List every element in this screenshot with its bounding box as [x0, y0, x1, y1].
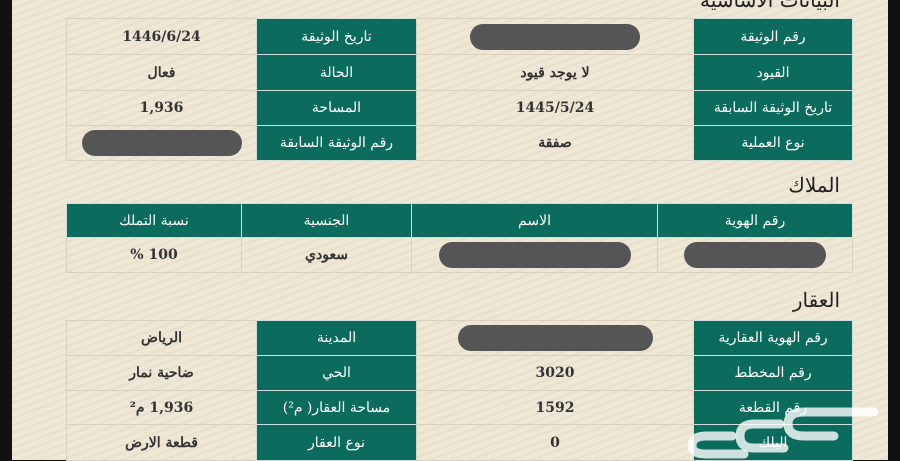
- field-label: نوع العقار: [256, 424, 417, 461]
- table-row: البلك 0 نوع العقار قطعة الارض: [66, 424, 853, 461]
- table-row: تاريخ الوثيقة السابقة 1445/5/24 المساحة 1,9…: [66, 90, 853, 126]
- field-value: ضاحية نمار: [66, 355, 257, 391]
- property-table: رقم الهوية العقارية المدينة الرياض رقم المخ…: [66, 320, 853, 461]
- owners-title: الملاك: [788, 173, 840, 197]
- table-row: رقم الوثيقة تاريخ الوثيقة 1446/6/24: [66, 18, 853, 55]
- field-label: رقم الهوية العقارية: [693, 320, 853, 356]
- field-label: المدينة: [256, 320, 417, 356]
- field-label: نوع العملية: [693, 125, 853, 161]
- field-label: رقم المخطط: [693, 355, 853, 391]
- owners-table: رقم الهوية الاسم الجنسية نسبة التملك سعو…: [66, 203, 853, 273]
- table-row: رقم الهوية العقارية المدينة الرياض: [66, 320, 853, 356]
- field-label: مساحة العقار( م²): [256, 390, 417, 425]
- field-value: فعال: [66, 54, 257, 91]
- table-row: رقم المخطط 3020 الحي ضاحية نمار: [66, 355, 853, 391]
- field-label: المساحة: [256, 90, 417, 126]
- field-value: 0: [416, 424, 694, 461]
- field-value: 1445/5/24: [416, 90, 694, 126]
- header-share: نسبة التملك: [66, 203, 242, 238]
- redacted-value: [81, 130, 242, 156]
- owner-nationality: سعودي: [241, 237, 412, 273]
- field-label: رقم الوثيقة السابقة: [256, 125, 417, 161]
- property-title: العقار: [792, 288, 840, 312]
- field-value: 1,936: [66, 90, 257, 126]
- table-row: نوع العملية صفقة رقم الوثيقة السابقة: [66, 125, 853, 161]
- redacted-value: [470, 23, 640, 50]
- field-value: 1,936 م²: [66, 390, 257, 425]
- header-name: الاسم: [411, 203, 658, 238]
- field-value: صفقة: [416, 125, 694, 161]
- field-value: [416, 320, 694, 356]
- field-label: الحي: [256, 355, 417, 391]
- header-nationality: الجنسية: [241, 203, 412, 238]
- redacted-value: [457, 325, 653, 351]
- basic-info-table: رقم الوثيقة تاريخ الوثيقة 1446/6/24 القيود ل…: [66, 18, 853, 161]
- field-label: تاريخ الوثيقة: [256, 18, 417, 55]
- field-label: القيود: [693, 54, 853, 91]
- table-row: رقم القطعة 1592 مساحة العقار( م²) 1,936 م²: [66, 390, 853, 425]
- header-id: رقم الهوية: [657, 203, 853, 238]
- table-row: القيود لا يوجد قيود الحالة فعال: [66, 54, 853, 91]
- table-row: سعودي 100 %: [66, 237, 853, 273]
- field-value: 1446/6/24: [66, 18, 257, 55]
- owner-name-redacted: [411, 237, 658, 273]
- field-value: لا يوجد قيود: [416, 54, 694, 91]
- field-label: تاريخ الوثيقة السابقة: [693, 90, 853, 126]
- field-label: الحالة: [256, 54, 417, 91]
- owner-share: 100 %: [66, 237, 242, 273]
- field-value: [66, 125, 257, 161]
- field-value: الرياض: [66, 320, 257, 356]
- field-label: رقم الوثيقة: [693, 18, 853, 55]
- field-label: رقم القطعة: [693, 390, 853, 425]
- field-value: 3020: [416, 355, 694, 391]
- deed-document: البيانات الأساسية رقم الوثيقة تاريخ الوثي…: [12, 0, 888, 461]
- field-value: [416, 18, 694, 55]
- field-label: البلك: [693, 424, 853, 461]
- field-value: 1592: [416, 390, 694, 425]
- field-value: قطعة الارض: [66, 424, 257, 461]
- owner-id-redacted: [657, 237, 853, 273]
- basic-info-title: البيانات الأساسية: [700, 0, 840, 12]
